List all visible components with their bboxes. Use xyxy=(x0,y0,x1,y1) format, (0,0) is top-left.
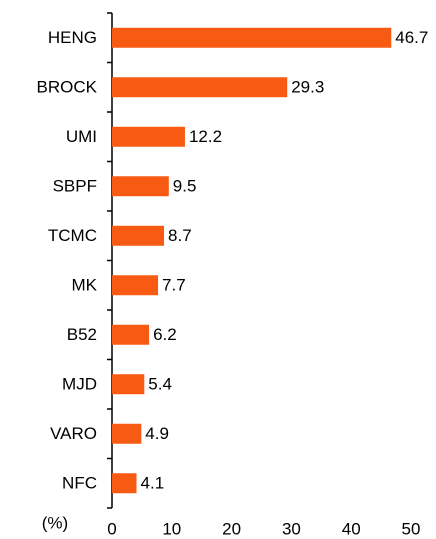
y-tick-label: VARO xyxy=(50,424,97,443)
data-label: 7.7 xyxy=(162,276,186,295)
x-axis-label: (%) xyxy=(42,513,68,532)
y-tick-label: B52 xyxy=(67,325,97,344)
bar xyxy=(112,176,169,197)
data-label: 46.7 xyxy=(395,28,428,47)
y-tick-label: SBPF xyxy=(53,177,97,196)
bar xyxy=(112,225,165,246)
y-tick-label: MK xyxy=(72,276,98,295)
y-tick-label: MJD xyxy=(62,375,97,394)
x-tick-label: 40 xyxy=(342,519,361,538)
x-tick-label: 50 xyxy=(402,519,421,538)
bar xyxy=(112,423,142,444)
bar xyxy=(112,473,137,494)
bar xyxy=(112,77,288,98)
bar xyxy=(112,27,392,48)
y-tick-label: UMI xyxy=(66,127,97,146)
x-tick-label: 0 xyxy=(107,519,116,538)
y-tick-label: HENG xyxy=(48,28,97,47)
bar xyxy=(112,324,150,345)
data-label: 4.9 xyxy=(145,424,169,443)
x-tick-label: 10 xyxy=(162,519,181,538)
data-label: 6.2 xyxy=(153,325,177,344)
data-label: 12.2 xyxy=(189,127,222,146)
data-label: 4.1 xyxy=(141,474,165,493)
bar xyxy=(112,275,159,296)
x-tick-label: 20 xyxy=(222,519,241,538)
x-tick-label: 30 xyxy=(282,519,301,538)
data-label: 9.5 xyxy=(173,177,197,196)
bar xyxy=(112,374,145,395)
y-tick-label: BROCK xyxy=(37,78,98,97)
data-label: 8.7 xyxy=(168,226,192,245)
y-tick-label: NFC xyxy=(62,474,97,493)
y-tick-label: TCMC xyxy=(48,226,97,245)
data-label: 5.4 xyxy=(148,375,172,394)
bar xyxy=(112,126,185,147)
data-label: 29.3 xyxy=(291,78,324,97)
